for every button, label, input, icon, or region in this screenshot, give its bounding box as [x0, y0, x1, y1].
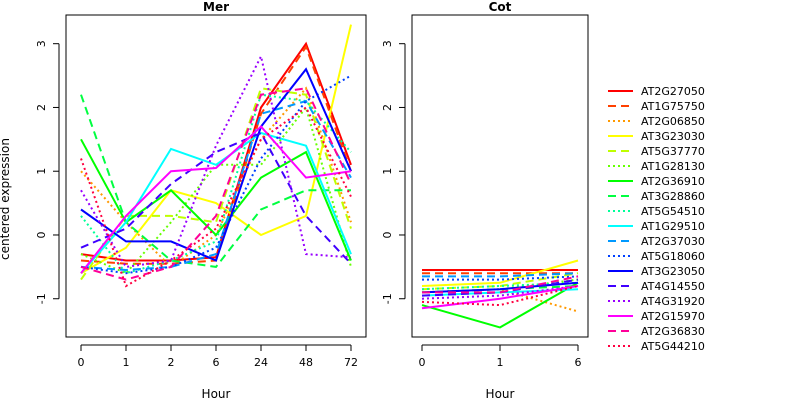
series-line-at3g23030	[80, 24, 352, 275]
legend: AT2G27050 AT1G75750 AT2G06850 AT3G23030 AT5G…	[608, 85, 705, 353]
legend-label: AT4G14550	[641, 280, 705, 293]
y-tick-label: -1	[35, 293, 48, 304]
x-tick-label: 1	[123, 356, 130, 369]
y-tick-label: 0	[381, 231, 394, 238]
y-tick-label: 3	[35, 40, 48, 47]
plot-frame	[411, 14, 589, 338]
panel-title: Cot	[489, 0, 512, 14]
legend-label: AT5G18060	[641, 250, 705, 263]
panel-title: Mer	[203, 0, 229, 14]
legend-label: AT5G54510	[641, 205, 705, 218]
legend-label: AT1G28130	[641, 160, 705, 173]
y-axis-title: centered expression	[0, 138, 12, 260]
panel-cot: Cot 0 1 6 Hour -1 0 1 2 3	[381, 0, 589, 400]
plot-frame	[65, 14, 367, 338]
legend-label: AT2G36830	[641, 325, 705, 338]
y-tick-label: 1	[35, 168, 48, 175]
series-line-at5g18060	[80, 74, 352, 275]
series-line-at2g15970	[421, 285, 579, 310]
legend-label: AT3G28860	[641, 190, 705, 203]
x-axis-title: Hour	[486, 387, 515, 400]
x-tick-label: 0	[419, 356, 426, 369]
legend-label: AT3G23050	[641, 265, 705, 278]
x-tick-label: 48	[299, 356, 313, 369]
series-line-at2g36910	[421, 281, 579, 329]
legend-label: AT4G31920	[641, 295, 705, 308]
legend-label: AT2G36910	[641, 175, 705, 188]
legend-label: AT1G29510	[641, 220, 705, 233]
y-tick-label: 2	[381, 104, 394, 111]
y-tick-label: 3	[381, 40, 394, 47]
series-line-at2g27050	[80, 41, 352, 262]
x-tick-label: 2	[168, 356, 175, 369]
series-line-at5g44210	[80, 106, 352, 288]
legend-label: AT2G06850	[641, 115, 705, 128]
x-tick-label: 6	[213, 356, 220, 369]
x-tick-label: 24	[254, 356, 268, 369]
y-tick-label: 1	[381, 168, 394, 175]
legend-label: AT1G75750	[641, 100, 705, 113]
series-line-at4g31920	[80, 53, 352, 268]
series-line-at2g37030	[422, 272, 579, 278]
legend-label: AT5G37770	[641, 145, 705, 158]
legend-label: AT2G15970	[641, 310, 705, 323]
series-line-at1g29510	[80, 131, 352, 274]
series-line-at2g37030	[80, 99, 352, 272]
series-line-at3g23030	[421, 259, 579, 287]
legend-label: AT3G23030	[641, 130, 705, 143]
y-tick-label: 0	[35, 231, 48, 238]
series-line-at5g37770	[80, 87, 352, 281]
series-line-at5g18060	[422, 275, 579, 281]
y-tick-label: 2	[35, 104, 48, 111]
legend-label: AT2G27050	[641, 85, 705, 98]
panel-mer: Mer 0 1 2 6 24 48 72 Hour -1 0 1 2 3	[35, 0, 367, 400]
y-tick-label: -1	[381, 293, 394, 304]
legend-label: AT2G37030	[641, 235, 705, 248]
series-line-at2g36830	[80, 87, 352, 281]
x-tick-label: 6	[575, 356, 582, 369]
series-line-at3g23050	[421, 281, 579, 294]
legend-label: AT5G44210	[641, 340, 705, 353]
series-line-at3g23050	[80, 67, 352, 262]
x-axis-title: Hour	[202, 387, 231, 400]
series-line-at5g44210	[421, 285, 579, 307]
x-tick-label: 72	[344, 356, 358, 369]
x-tick-label: 1	[497, 356, 504, 369]
series-line-at2g15970	[80, 125, 352, 274]
series-line-at4g31920	[421, 285, 579, 300]
series-line-at2g36830	[422, 275, 579, 294]
x-tick-label: 0	[78, 356, 85, 369]
